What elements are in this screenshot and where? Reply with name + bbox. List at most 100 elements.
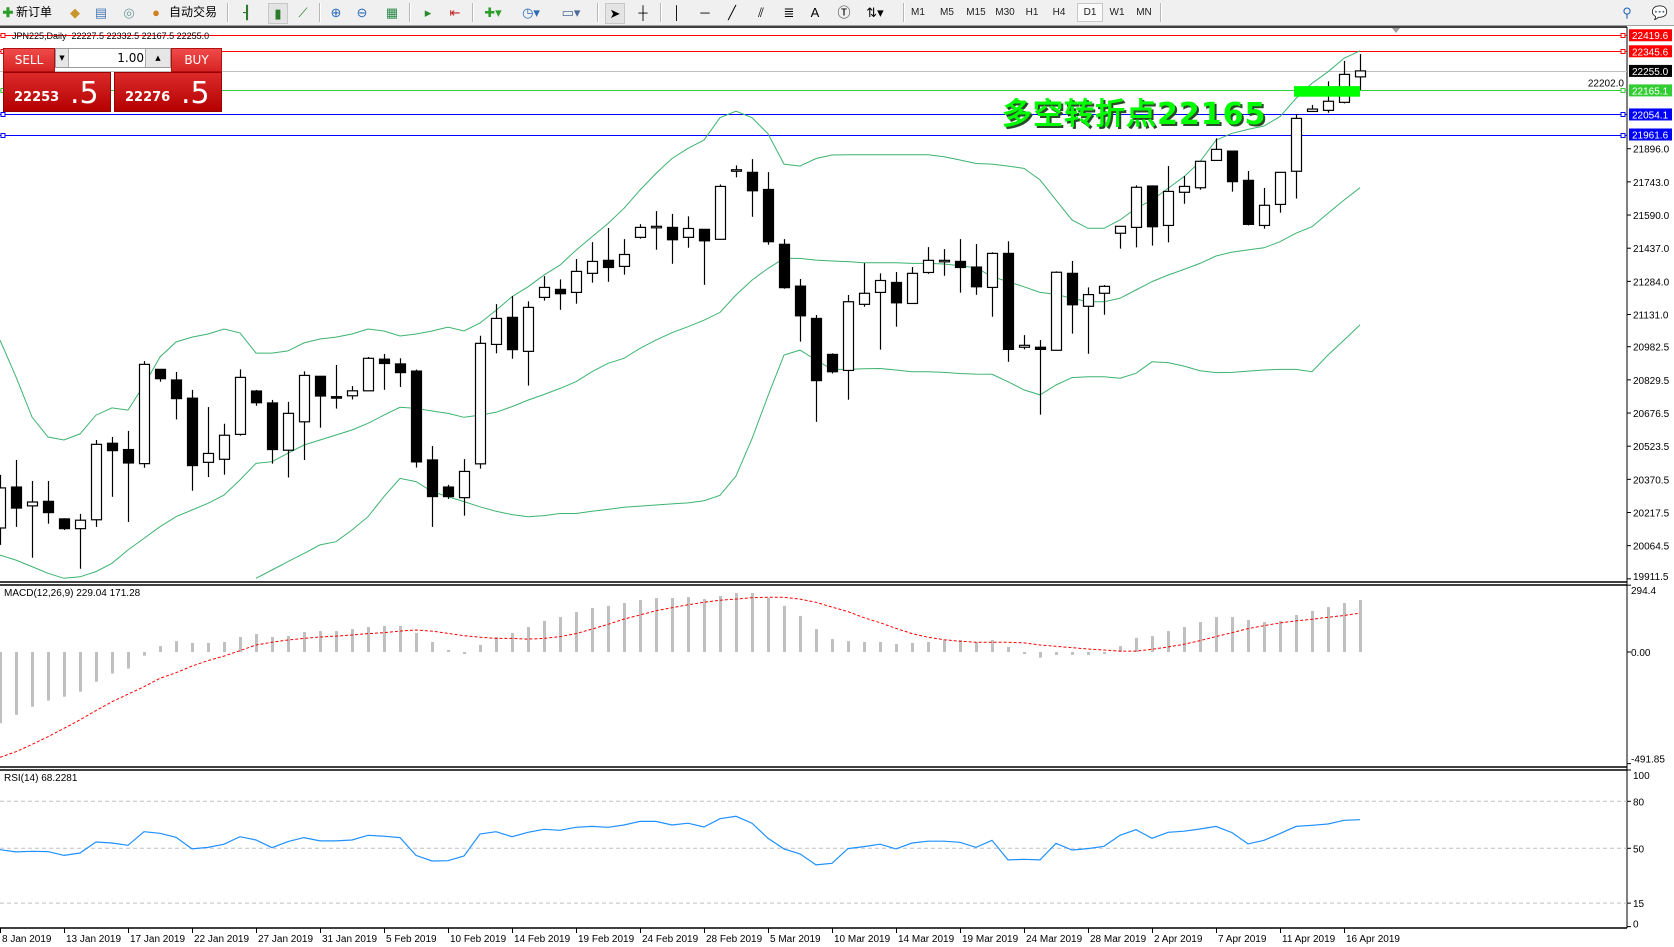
candle-bear [762,188,775,243]
auto-scroll-icon[interactable]: ▸ [424,5,432,20]
price-level-badge [1629,108,1672,121]
price-tick-label: 21896.0 [1633,145,1670,156]
candle-bull [138,363,151,465]
zoom-out-icon[interactable]: ⊖ [356,5,368,20]
auto-trading-icon[interactable]: ● [152,5,160,20]
bar-chart-icon[interactable]: ┨ [243,5,251,20]
candle-bear [602,259,615,269]
lot-stepper: ▼ 1.00 ▲ [55,48,171,68]
timeframe-m1[interactable]: M1 [911,7,925,18]
candle-bear [1066,272,1079,306]
auto-trading-button[interactable]: 自动交易 [169,5,218,19]
chat-icon[interactable]: 💬 [1651,5,1669,20]
timeframe-mn[interactable]: MN [1136,7,1152,18]
timeframe-w1[interactable]: W1 [1109,7,1125,18]
candlestick-chart-icon[interactable]: ▮ [268,3,288,24]
price-level-badge [1629,45,1672,58]
candle-bull [842,301,855,372]
candle-bear [746,171,759,192]
macd-histogram-bar [1039,652,1042,658]
macd-histogram-bar [1343,602,1346,652]
price-level-label: 21961.6 [1632,131,1669,142]
buy-price-big: .5 [181,76,210,111]
indicator-axes: 294.4 0.00 -491.85 100 80 50 15 0 [1627,584,1665,931]
signals-icon[interactable]: ◎ [123,5,135,20]
macd-histogram-bar [511,632,514,652]
candle-bear [794,285,807,317]
candle-bull [730,169,743,172]
text-icon[interactable]: A [810,5,820,20]
date-label: 10 Mar 2019 [834,934,891,945]
price-level-badge [1629,128,1672,141]
macd-histogram-bar [863,642,866,652]
timeframe-h1[interactable]: H1 [1025,7,1039,18]
macd-histogram-bar [367,627,370,652]
timeframe-m5[interactable]: M5 [940,7,954,18]
timeframe-m30[interactable]: M30 [995,7,1015,18]
zoom-in-icon[interactable]: ⊕ [330,5,342,20]
macd-histogram-bar [879,642,882,652]
rsi-tick-label: 0 [1633,920,1639,931]
trendline-icon[interactable]: ╱ [728,5,736,20]
candle-bull [346,390,359,397]
price-tick-label: 20217.5 [1633,509,1670,520]
sell-price-main: 22253 [14,90,60,105]
timeframe-m15[interactable]: M15 [966,7,986,18]
level-handle [1620,133,1626,138]
candle-bull [202,452,215,463]
buy-price-button[interactable]: 22276 .5 [114,72,222,112]
macd-histogram-bar [1055,652,1058,655]
macd-histogram-bar [719,595,722,652]
tile-windows-icon[interactable]: ▦ [385,5,399,20]
market-watch-icon[interactable]: ◆ [70,5,80,20]
candle-bear [250,390,263,404]
cursor-icon[interactable]: ➤ [605,3,625,24]
crosshair-icon[interactable]: ┼ [638,5,648,20]
timeframe-h4[interactable]: H4 [1052,7,1066,18]
macd-histogram-bar [495,637,498,652]
level-handle [1620,49,1626,54]
price-tick-label: 21437.0 [1633,244,1670,255]
arrows-dropdown-icon[interactable]: ⇅▾ [866,5,884,20]
new-order-icon[interactable]: ✚ [2,5,14,20]
line-chart-icon[interactable]: ⟋ [298,5,308,20]
text-label-icon[interactable]: Ⓣ [837,5,851,20]
chart-shift-marker[interactable] [1392,28,1400,33]
rsi-tick-label: 80 [1633,797,1645,808]
candle-bull [1050,271,1063,351]
templates-dropdown-icon[interactable]: ▭▾ [561,5,581,20]
highlight-zone [1294,86,1360,97]
toolbar: ✚ 新订单 ◆ ▤ ◎ ● 自动交易 ┨ ▮ ⟋ ⊕ ⊖ ▦ ▸ ⇤ ✚▾ ◷▾… [0,0,1674,26]
macd-histogram-bar [1103,652,1106,655]
date-label: 8 Jan 2019 [2,934,52,945]
lot-increase-button[interactable]: ▲ [145,49,170,67]
sell-price-button[interactable]: 22253 .5 [3,72,111,112]
chart-shift-icon[interactable]: ⇤ [449,5,461,20]
sell-button[interactable]: SELL [3,48,55,72]
fibonacci-icon[interactable]: ≣ [783,5,795,20]
macd-signal-line [0,596,1361,758]
new-order-button[interactable]: 新订单 [16,5,53,19]
timeframe-d1[interactable]: D1 [1077,3,1103,22]
candle-bear [330,396,343,399]
candle-bull [26,501,39,507]
candle-bull [650,225,663,229]
lot-input[interactable]: 1.00 [117,51,144,65]
candle-bull [586,260,599,274]
macd-histogram-bar [431,642,434,652]
lot-decrease-button[interactable]: ▼ [56,49,69,67]
macd-histogram-bar [303,632,306,652]
search-icon[interactable]: ⚲ [1622,5,1632,20]
periods-dropdown-icon[interactable]: ◷▾ [522,5,540,20]
navigator-icon[interactable]: ▤ [94,5,108,20]
macd-histogram-bar [1087,652,1090,655]
horizontal-line-icon[interactable]: ─ [700,5,710,20]
macd-tick-label: 294.4 [1631,586,1656,597]
rsi-tick-label: 50 [1633,844,1645,855]
equidistant-channel-icon[interactable]: ⫽ [758,5,764,20]
buy-button[interactable]: BUY [171,48,222,72]
vertical-line-icon[interactable]: │ [672,5,682,20]
candle-bull [922,259,935,274]
indicators-dropdown-icon[interactable]: ✚▾ [484,5,502,20]
